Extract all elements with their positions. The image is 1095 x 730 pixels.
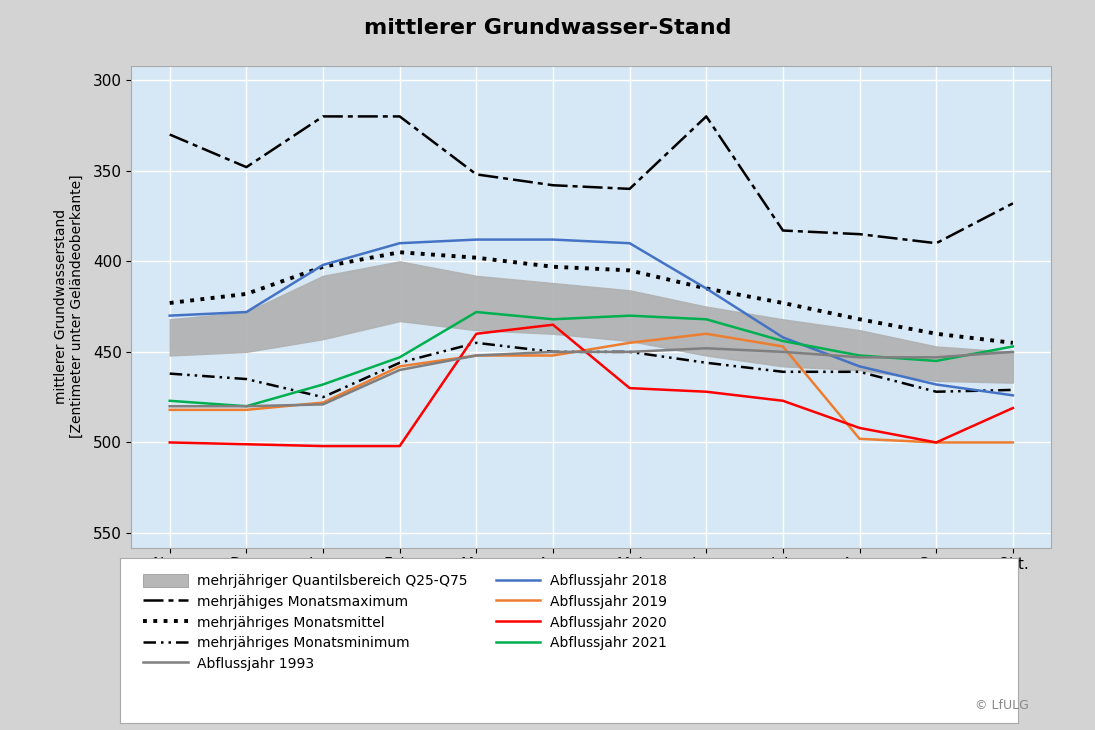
Text: mittlerer Grundwasser-Stand: mittlerer Grundwasser-Stand <box>364 18 731 38</box>
Y-axis label: mittlerer Grundwasserstand
[Zentimeter unter Geländeoberkante]: mittlerer Grundwasserstand [Zentimeter u… <box>54 174 84 439</box>
Text: © LfULG: © LfULG <box>976 699 1029 712</box>
Legend: mehrjähriger Quantilsbereich Q25-Q75, mehrjähiges Monatsmaximum, mehrjähriges Mo: mehrjähriger Quantilsbereich Q25-Q75, me… <box>137 567 673 678</box>
